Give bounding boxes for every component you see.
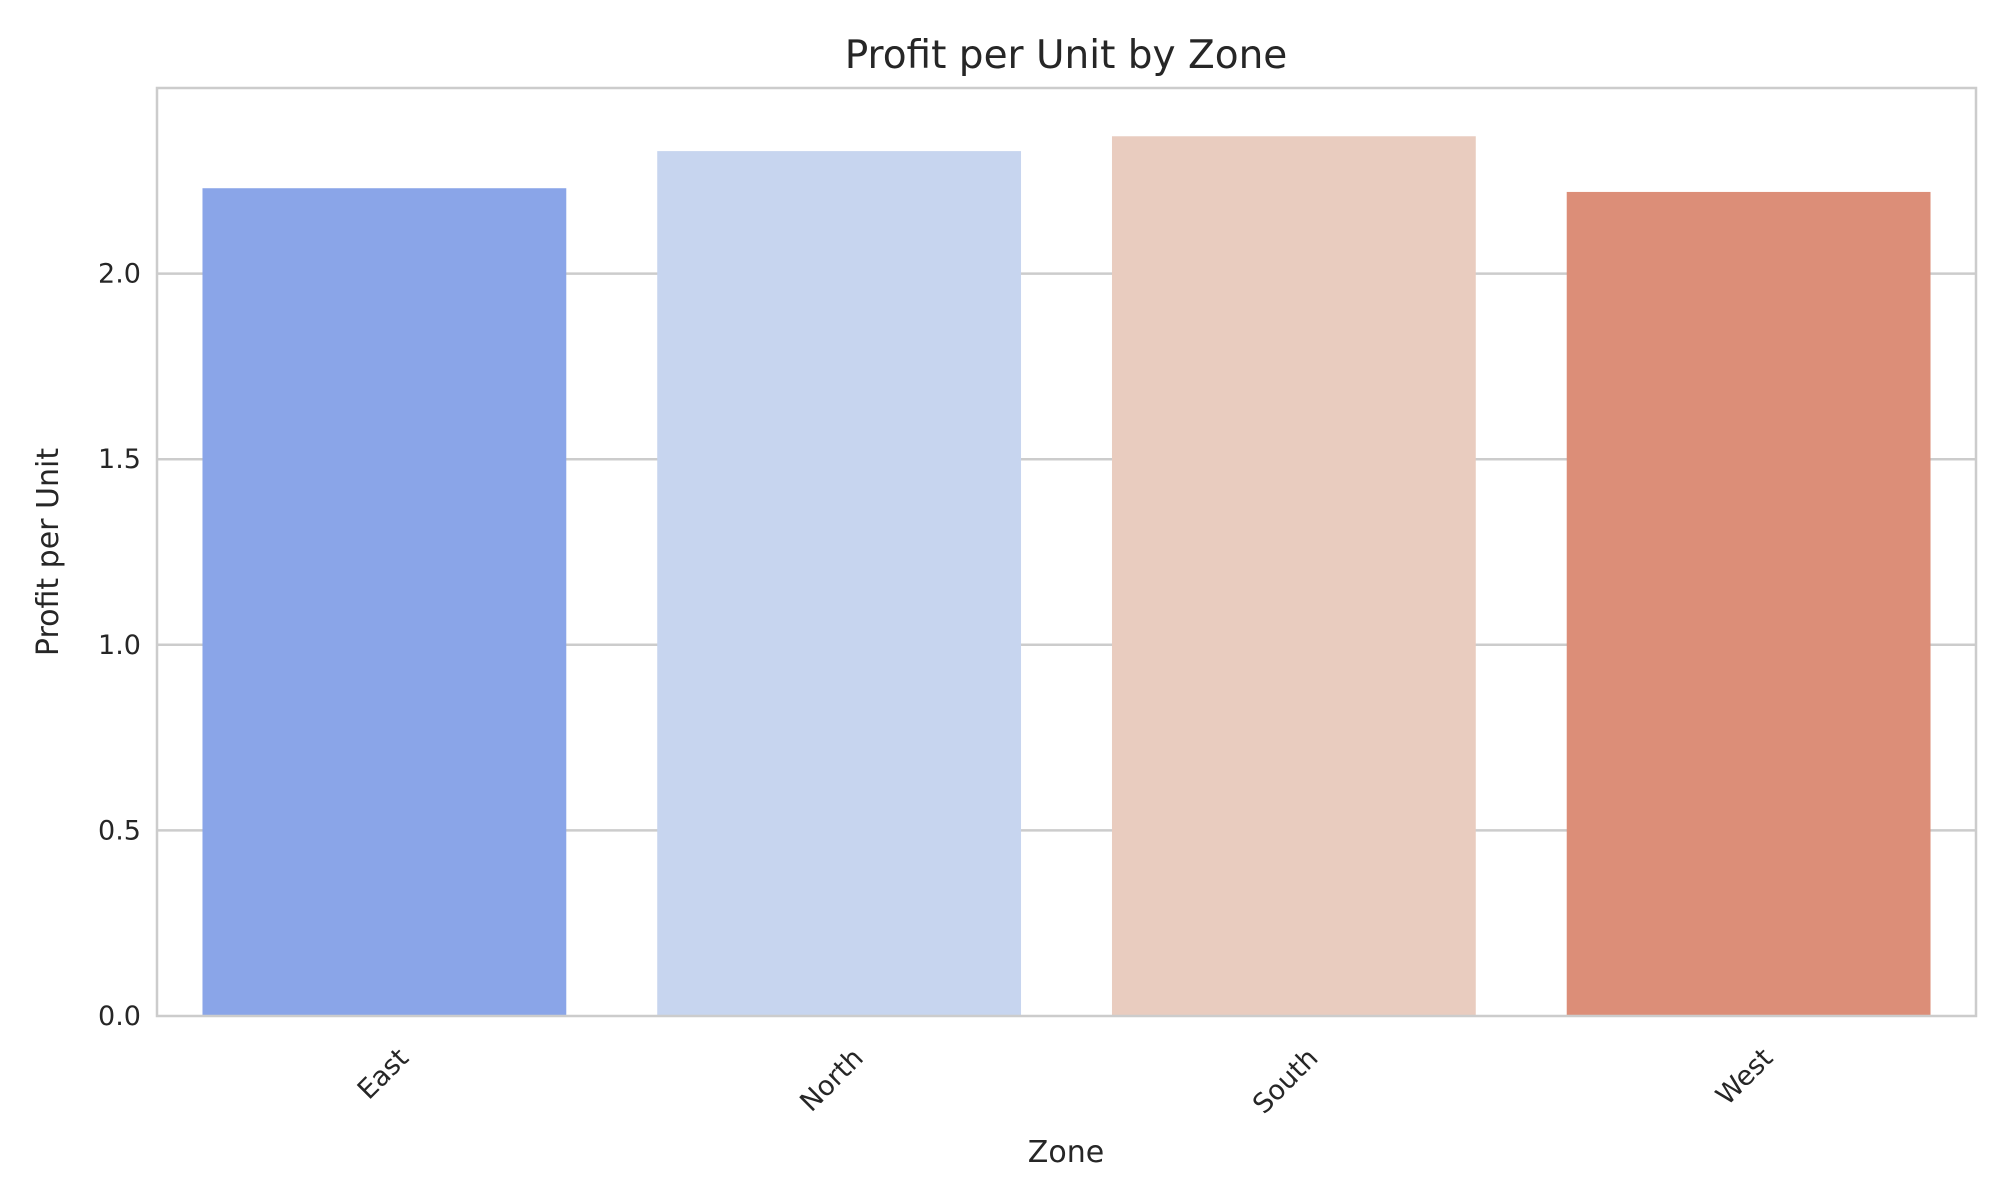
x-tick-label-west: West: [1710, 1043, 1779, 1112]
chart-title: Profit per Unit by Zone: [845, 33, 1288, 78]
bars: [202, 136, 1931, 1017]
y-axis-label: Profit per Unit: [31, 448, 66, 656]
bar-north: [657, 151, 1022, 1016]
x-tick-labels: East North South West: [352, 1043, 1779, 1120]
y-tick-labels: 0.0 0.5 1.0 1.5 2.0: [98, 259, 141, 1032]
y-tick-label: 0.0: [98, 1001, 141, 1032]
x-tick-label-east: East: [352, 1043, 415, 1106]
bar-east: [202, 188, 567, 1016]
bar-south: [1111, 136, 1476, 1017]
y-tick-label: 1.5: [98, 444, 141, 475]
y-tick-label: 1.0: [98, 630, 141, 661]
x-tick-label-south: South: [1247, 1043, 1324, 1120]
y-tick-label: 2.0: [98, 259, 141, 290]
bar-west: [1566, 191, 1931, 1016]
y-tick-label: 0.5: [98, 815, 141, 846]
plot-frame: [155, 86, 1978, 1018]
x-axis-label: Zone: [1028, 1135, 1104, 1170]
x-tick-label-north: North: [794, 1043, 869, 1118]
